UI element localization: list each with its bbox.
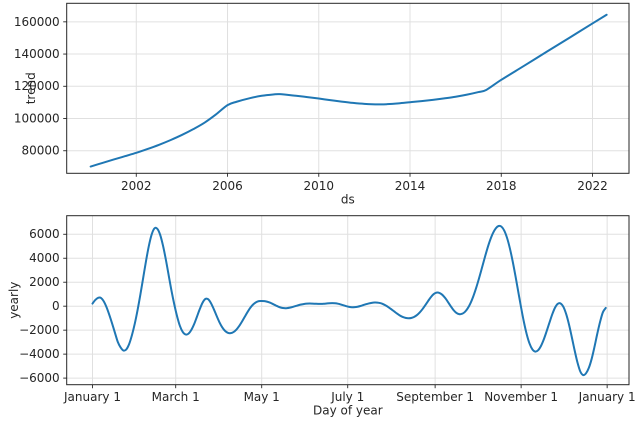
x-tick-label: 2014 [395, 179, 426, 193]
y-tick-label: 160000 [14, 15, 60, 29]
trend-subplot: 2002 2006 2010 2014 2018 2022 80000 100000 12000… [14, 2, 630, 193]
x-tick-label: September 1 [396, 390, 474, 404]
y-tick-label: 100000 [14, 111, 60, 125]
x-tick-label: January 1 [63, 390, 121, 404]
y-tick-label: −2000 [19, 323, 60, 337]
y-tick-label: 120000 [14, 79, 60, 93]
y-tick-label: 6000 [29, 227, 60, 241]
yearly-line [91, 224, 607, 377]
y-tick-label: 80000 [22, 144, 60, 158]
x-tick-label: 2002 [121, 179, 152, 193]
y-tick-label: 140000 [14, 47, 60, 61]
trend-y-axis-label: trend [24, 72, 38, 104]
x-tick-label: July 1 [330, 390, 364, 404]
x-tick-label: May 1 [244, 390, 280, 404]
x-tick-label: March 1 [152, 390, 200, 404]
yearly-x-axis-label: Day of year [313, 404, 383, 418]
yearly-y-axis-label: yearly [7, 282, 21, 319]
y-tick-label: 4000 [29, 251, 60, 265]
x-tick-label: January 1 [578, 390, 636, 404]
yearly-subplot: January 1 March 1 May 1 July 1 September 1 No… [19, 215, 636, 404]
trend-x-axis-label: ds [341, 192, 355, 206]
y-tick-label: −4000 [19, 347, 60, 361]
axes-spines [66, 2, 630, 174]
x-tick-label: 2006 [212, 179, 243, 193]
x-tick-label: November 1 [484, 390, 558, 404]
x-tick-label: 2010 [303, 179, 334, 193]
y-tick-label: −6000 [19, 371, 60, 385]
y-tick-label: 2000 [29, 275, 60, 289]
x-tick-label: 2022 [577, 179, 608, 193]
x-tick-label: 2018 [486, 179, 517, 193]
trend-line [89, 13, 608, 168]
y-tick-label: 0 [52, 299, 60, 313]
